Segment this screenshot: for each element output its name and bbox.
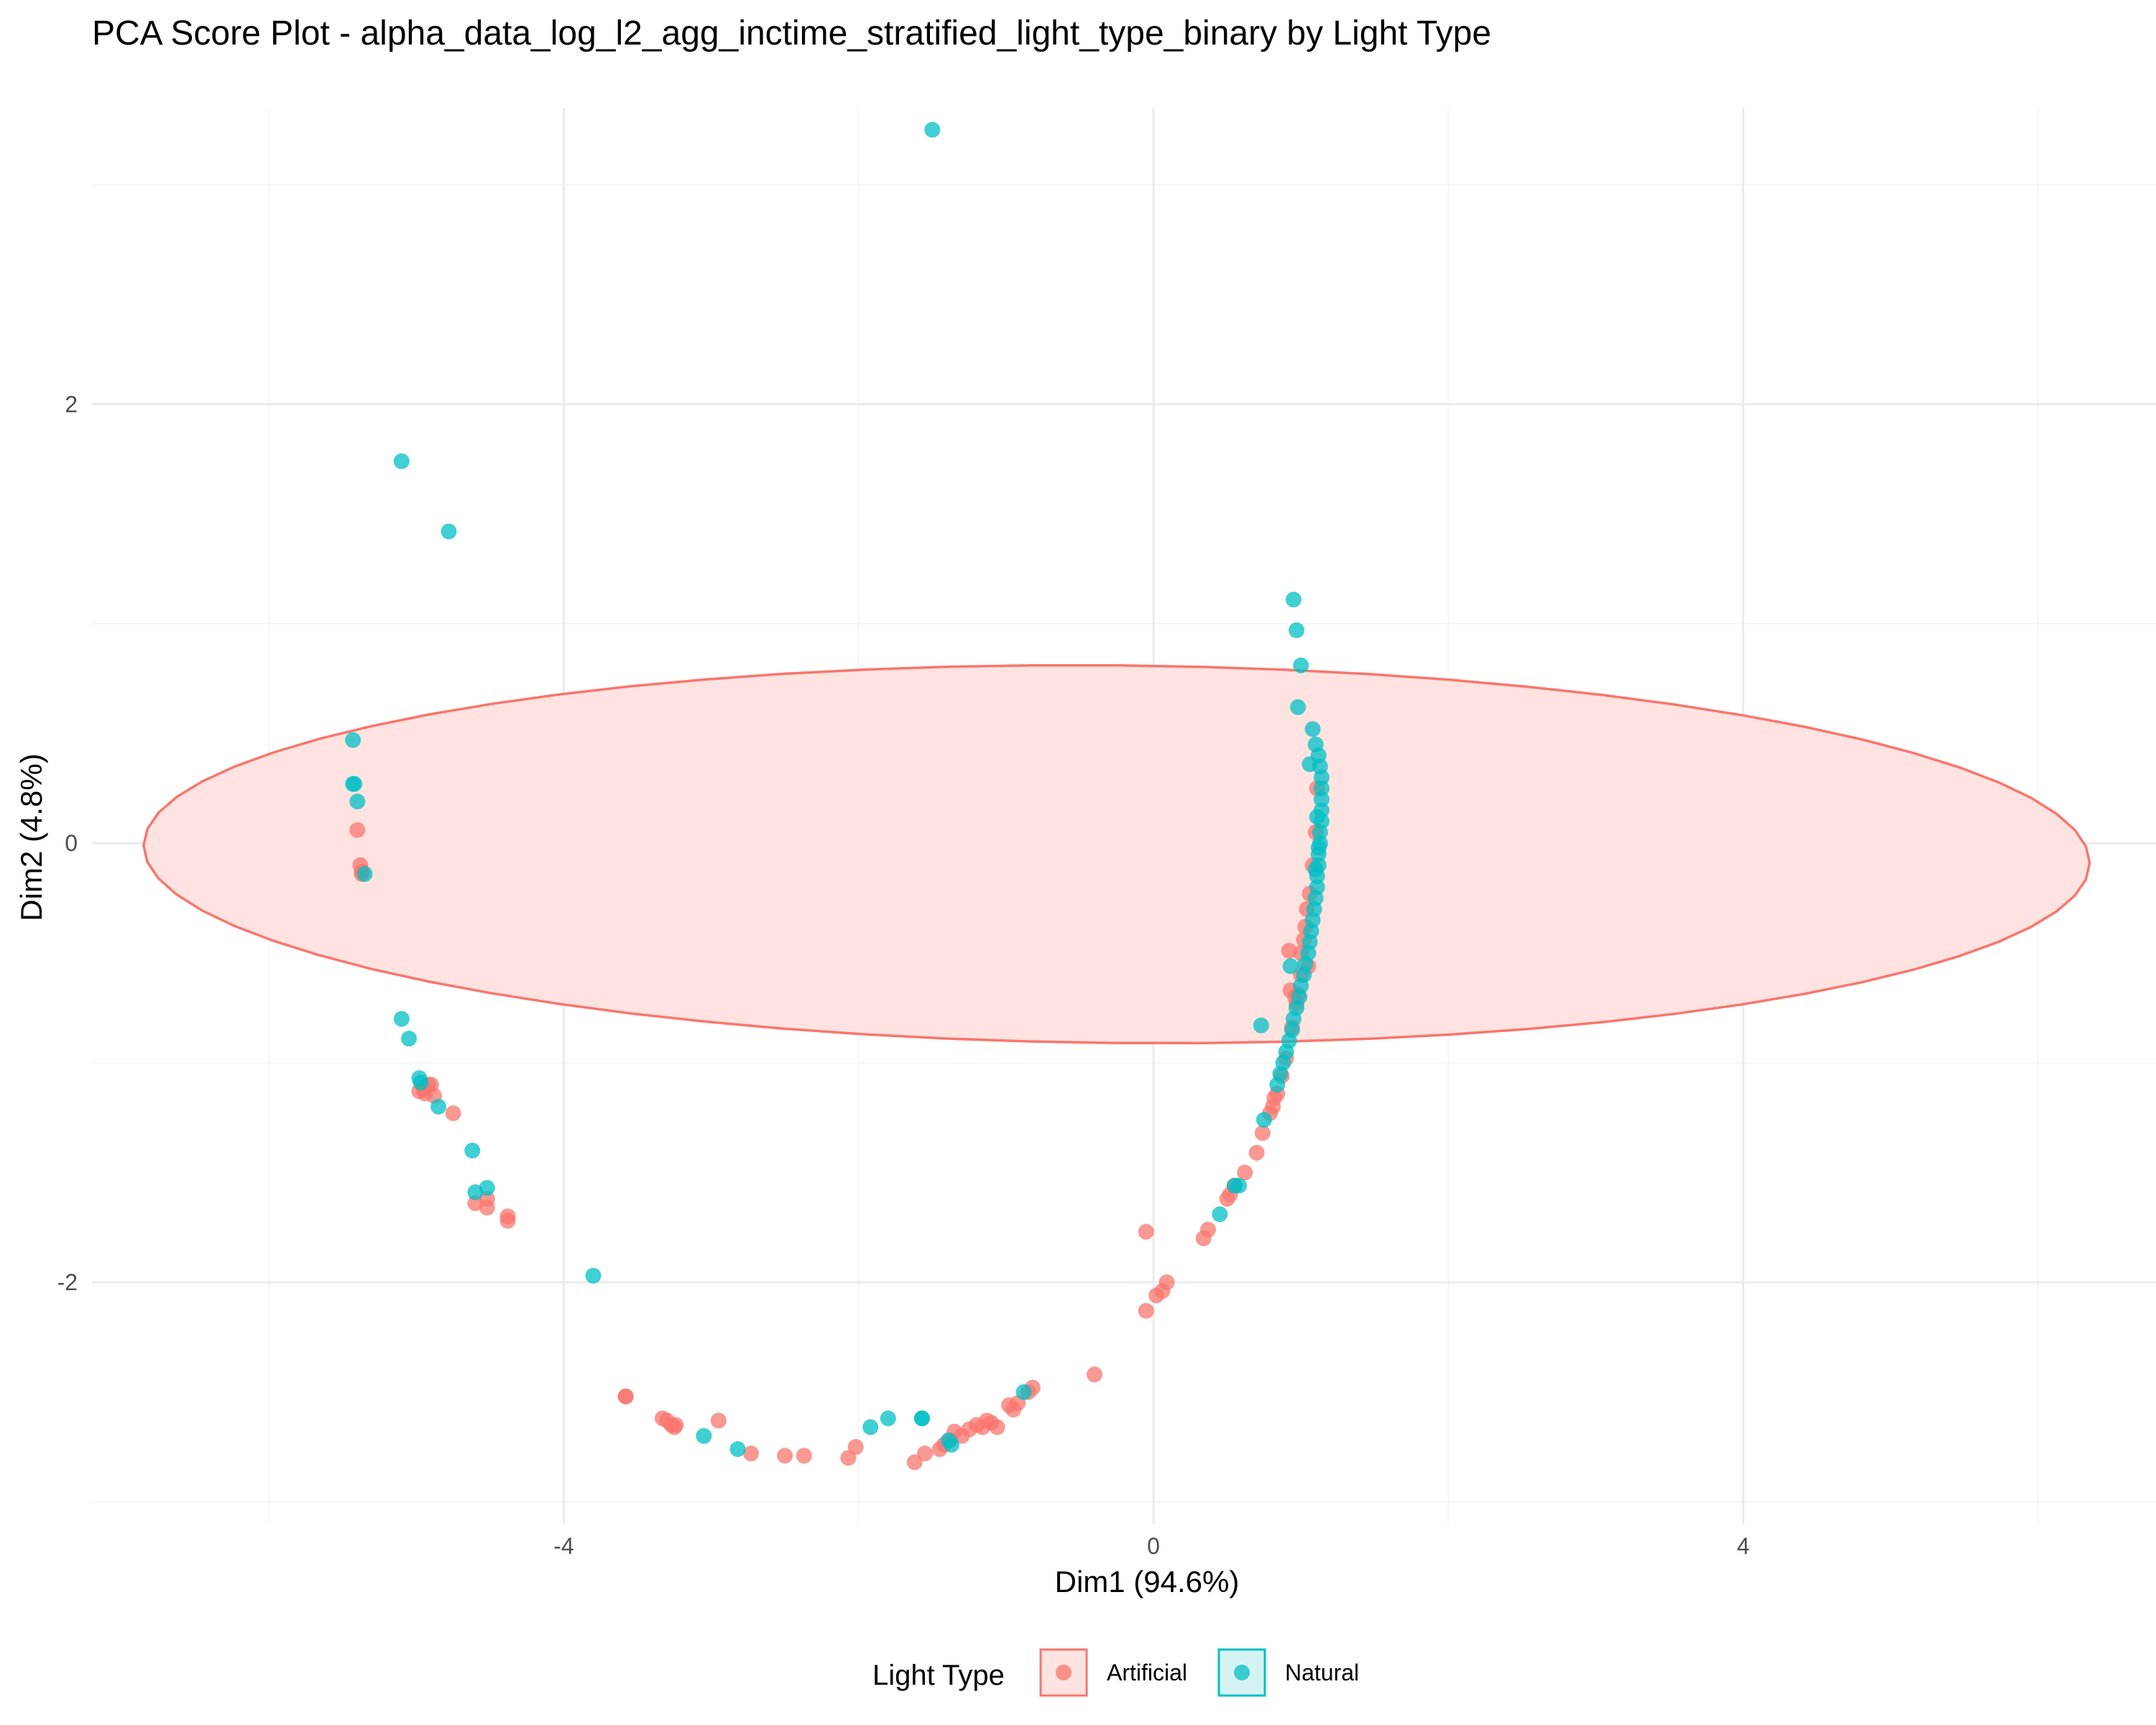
point-artificial: [445, 1105, 461, 1121]
minor-gridlines: [92, 108, 2156, 1524]
point-natural: [401, 1031, 418, 1047]
point-artificial: [777, 1448, 793, 1464]
x-tick-label: 0: [1147, 1533, 1160, 1559]
y-tick-label: 2: [65, 391, 78, 417]
point-artificial: [1138, 1302, 1154, 1319]
point-artificial: [917, 1445, 934, 1462]
confidence-ellipse-layer: [142, 663, 2091, 1044]
point-artificial: [906, 1454, 923, 1471]
point-natural: [1290, 699, 1307, 715]
point-natural: [479, 1179, 495, 1196]
point-natural: [943, 1437, 959, 1453]
point-natural: [1310, 840, 1327, 856]
point-natural: [346, 776, 363, 792]
x-tick-label: 4: [1737, 1533, 1750, 1559]
score-points-layer: [345, 121, 1330, 1471]
point-natural: [349, 794, 366, 810]
point-natural: [430, 1098, 447, 1115]
point-natural: [1253, 1017, 1269, 1034]
point-natural: [585, 1267, 602, 1284]
legend: Light Type Artificial Natural: [872, 1648, 1359, 1697]
confidence-ellipse-artificial: [142, 663, 2091, 1044]
point-artificial: [710, 1412, 727, 1429]
point-artificial: [1281, 942, 1297, 959]
point-artificial: [349, 822, 366, 838]
point-natural: [393, 1011, 410, 1027]
point-natural: [1282, 958, 1299, 975]
point-natural: [1313, 769, 1330, 786]
tick-labels-layer: -4 0 4 -2 0 2: [57, 391, 1750, 1559]
point-artificial: [796, 1448, 812, 1464]
point-natural: [441, 523, 457, 540]
point-artificial: [742, 1445, 759, 1462]
point-natural: [1285, 592, 1302, 608]
legend-key-artificial: [1039, 1648, 1088, 1697]
y-tick-label: 0: [65, 830, 78, 856]
point-natural: [464, 1142, 481, 1159]
legend-dot-artificial: [1056, 1665, 1072, 1680]
point-artificial: [1199, 1221, 1216, 1238]
point-artificial: [1237, 1164, 1253, 1181]
point-natural: [413, 1075, 429, 1091]
point-natural: [345, 732, 361, 748]
y-tick-label: -2: [57, 1269, 78, 1295]
point-artificial: [847, 1439, 864, 1455]
point-natural: [393, 453, 410, 469]
point-artificial: [1158, 1274, 1175, 1291]
point-natural: [1304, 721, 1321, 737]
point-natural: [1312, 824, 1328, 840]
point-natural: [1293, 657, 1309, 673]
legend-key-natural: [1217, 1648, 1266, 1697]
legend-label-natural: Natural: [1285, 1660, 1359, 1685]
point-natural: [1313, 780, 1330, 796]
point-natural: [913, 1410, 930, 1427]
point-artificial: [499, 1213, 516, 1229]
point-artificial: [1138, 1223, 1154, 1240]
point-artificial: [479, 1200, 495, 1216]
legend-label-artificial: Artificial: [1107, 1660, 1187, 1685]
point-natural: [356, 865, 373, 882]
legend-title: Light Type: [872, 1660, 1005, 1691]
point-artificial: [1248, 1144, 1265, 1161]
point-natural: [696, 1427, 712, 1444]
point-natural: [880, 1410, 896, 1427]
point-natural: [729, 1441, 746, 1458]
point-artificial: [989, 1419, 1005, 1435]
point-natural: [1313, 791, 1330, 808]
point-artificial: [1254, 1125, 1271, 1141]
point-natural: [1289, 622, 1305, 638]
point-natural: [1212, 1206, 1228, 1223]
point-natural: [1256, 1112, 1272, 1128]
point-natural: [1269, 1077, 1286, 1093]
point-natural: [862, 1419, 879, 1435]
point-natural: [1231, 1177, 1248, 1194]
point-natural: [1309, 809, 1325, 825]
y-axis-title: Dim2 (4.8%): [14, 753, 48, 921]
point-natural: [1307, 861, 1324, 878]
point-artificial: [617, 1388, 634, 1404]
legend-dot-natural: [1234, 1665, 1250, 1680]
point-artificial: [1086, 1366, 1102, 1383]
chart-title: PCA Score Plot - alpha_data_log_l2_agg_i…: [92, 14, 1491, 52]
x-tick-label: -4: [553, 1533, 573, 1559]
point-artificial: [668, 1417, 684, 1433]
x-axis-title: Dim1 (94.6%): [1055, 1565, 1240, 1598]
point-natural: [1015, 1384, 1032, 1400]
point-natural: [924, 121, 941, 138]
